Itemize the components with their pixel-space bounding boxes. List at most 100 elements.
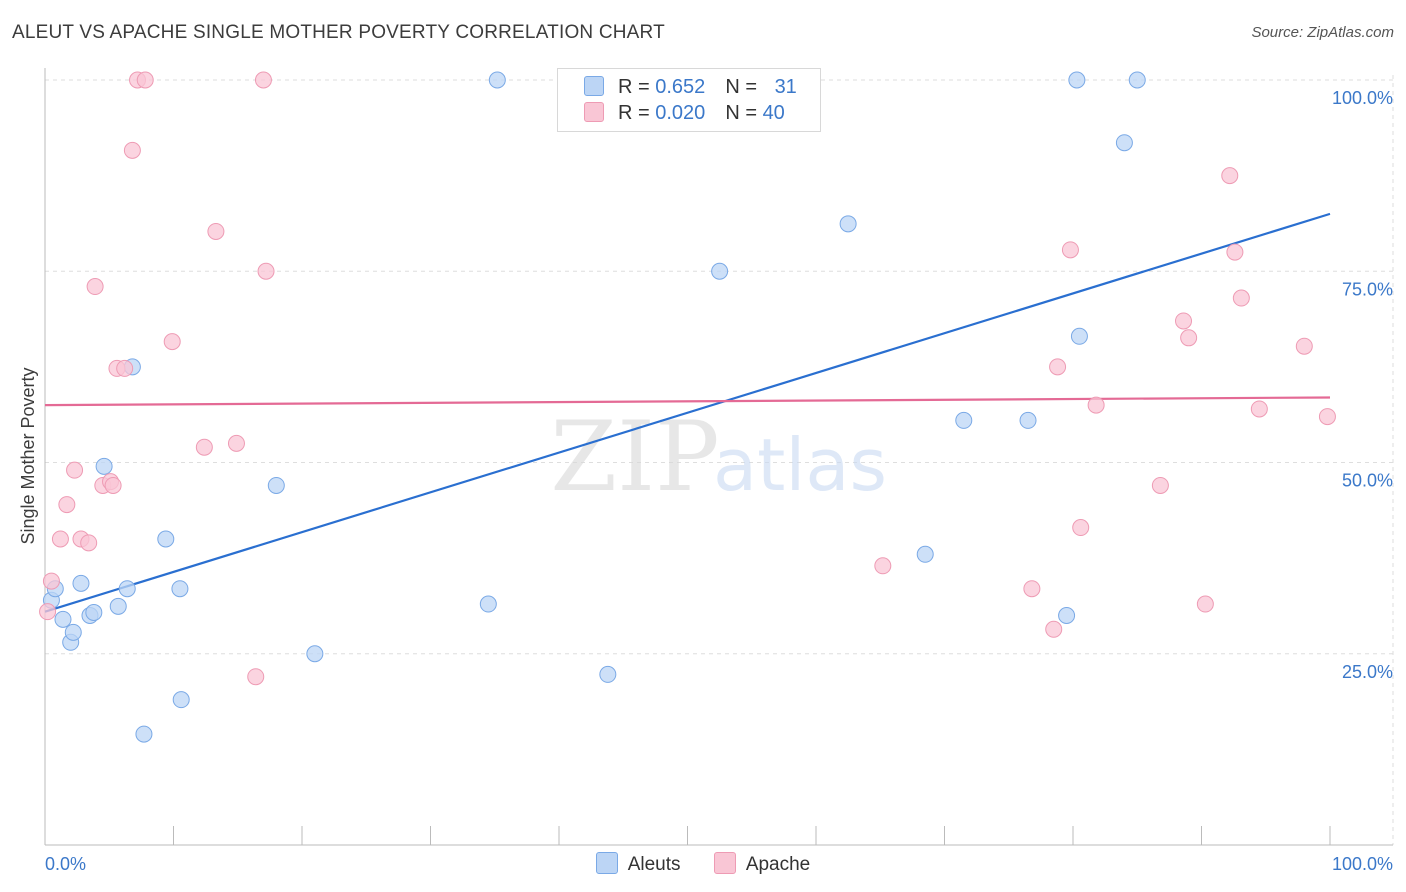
data-points [39,71,1336,743]
apache-point [247,668,265,686]
apache-swatch [584,102,604,122]
aleuts-legend-label: Aleuts [627,854,681,875]
apache-legend-swatch [713,852,736,874]
apache-point [227,434,245,452]
source-label: Source: ZipAtlas.com [1251,24,1394,41]
watermark-atlas: atlas [713,423,887,507]
aleut-point [306,645,324,663]
aleut-point [955,411,973,429]
aleut-point [839,215,857,233]
watermark: ZIP atlas [550,401,887,513]
apache-point [1226,243,1244,261]
aleut-point [85,603,103,621]
aleut-point [1115,134,1133,152]
y-tick-label: 50.0% [1342,471,1393,491]
apache-point [1045,620,1063,638]
aleut-point [1019,411,1037,429]
apache-point [1087,396,1105,414]
n-label: N = [725,76,763,98]
apache-trend-line [44,396,1331,407]
apache-point [58,496,76,514]
apache-point [104,476,122,494]
x-tick-label: 0.0% [45,854,86,874]
aleuts-legend-swatch [595,852,618,874]
aleut-point [109,597,127,615]
apache-point [195,438,213,456]
series-legend: Aleuts Apache [0,852,1406,876]
aleut-point [1058,607,1076,624]
aleut-trend-line [44,212,1331,613]
aleut-point [95,457,113,475]
n-label: N = [725,102,763,124]
apache-point [1318,408,1336,426]
aleut-point [479,595,497,613]
r-value: 0.652 [655,76,706,98]
aleut-point [72,574,90,592]
apache-point [1232,289,1250,307]
legend-row-aleuts: R = 0.652 N = 31 [584,76,797,102]
apache-point [1221,167,1239,185]
apache-point [874,557,892,575]
n-value: 31 [774,76,797,98]
aleut-point [1068,71,1086,89]
apache-legend-label: Apache [745,854,811,875]
chart-title: ALEUT VS APACHE SINGLE MOTHER POVERTY CO… [12,22,665,43]
apache-point [163,333,181,351]
stats-legend: R = 0.652 N = 31 R = 0.020 N = 40 [557,68,821,132]
legend-row-apache: R = 0.020 N = 40 [584,102,785,128]
r-value: 0.020 [655,102,706,124]
trend-lines [44,212,1331,613]
apache-point [1072,519,1090,537]
aleut-point [64,623,82,641]
apache-point [257,262,275,280]
legend-item-apache[interactable]: Apache [713,852,811,876]
y-tick-label: 75.0% [1342,279,1393,299]
apache-point [136,71,154,89]
apache-point [1295,337,1313,355]
apache-point [1023,580,1041,598]
aleut-point [118,580,136,598]
r-label: R = [618,76,656,98]
apache-point [207,222,225,240]
aleut-point [488,71,506,89]
apache-point [1061,241,1079,259]
apache-point [1151,476,1169,494]
aleut-point [172,691,190,709]
y-tick-label: 100.0% [1332,88,1393,108]
apache-point [1180,329,1198,347]
y-tick-label: 25.0% [1342,662,1393,682]
aleut-point [599,665,617,683]
aleut-point [157,530,175,548]
aleut-point [711,262,729,280]
legend-item-aleuts[interactable]: Aleuts [595,852,681,876]
apache-point [39,603,57,621]
x-tick-label: 100.0% [1332,854,1393,874]
apache-point [80,534,98,552]
aleut-point [1128,71,1146,89]
aleut-point [916,545,934,563]
aleuts-swatch [584,76,604,96]
y-axis-label: Single Mother Poverty [18,367,38,544]
apache-point [51,530,69,548]
apache-point [123,141,141,159]
apache-point [116,359,134,377]
aleut-point [267,476,285,494]
apache-point [1049,358,1067,376]
axes [44,68,1393,846]
aleut-point [135,725,153,743]
apache-point [42,572,60,590]
apache-point [66,461,84,479]
r-label: R = [618,102,656,124]
apache-point [1196,595,1214,613]
apache-point [86,278,104,296]
apache-point [254,71,272,89]
aleut-point [171,580,189,598]
tick-labels: 25.0% 50.0% 75.0% 100.0% 0.0% 100.0% [45,88,1393,874]
apache-point [1250,400,1268,418]
watermark-zip: ZIP [550,401,719,513]
aleut-point [54,610,72,628]
apache-point [1175,312,1193,330]
n-value: 40 [762,102,785,124]
aleut-point [1070,327,1088,345]
